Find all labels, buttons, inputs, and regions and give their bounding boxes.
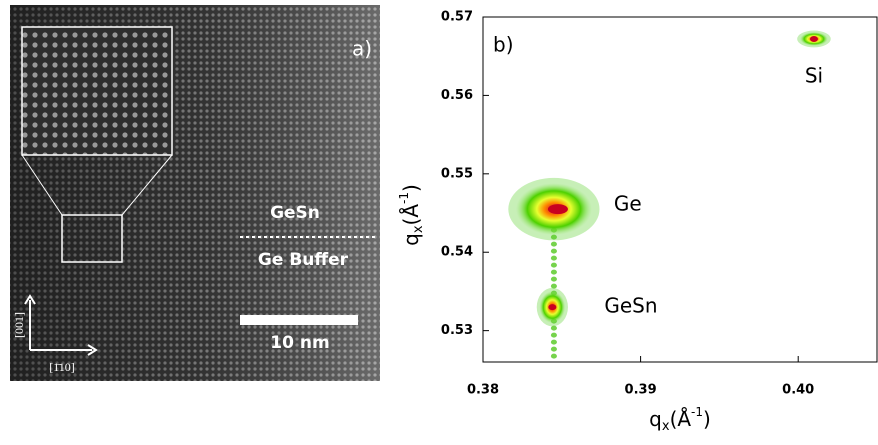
x-tick-label: 0.40 xyxy=(782,383,814,398)
rsm-plot: Si Ge GeSn xyxy=(482,16,878,363)
spot-core xyxy=(548,304,557,311)
inset xyxy=(21,26,173,156)
streak xyxy=(550,255,557,261)
label-part: x xyxy=(662,419,670,434)
streak xyxy=(550,234,557,240)
spot-core xyxy=(809,35,818,42)
zoom-box xyxy=(61,214,123,263)
peak-label: Ge xyxy=(614,192,642,216)
x-axis-title: qx(Å-1) xyxy=(649,405,711,434)
scale-label: 10 nm xyxy=(270,333,329,353)
zoom-line xyxy=(21,154,63,216)
axis-label: [001] xyxy=(12,312,26,338)
streak xyxy=(550,269,557,275)
axis-label: [1̄10] xyxy=(49,360,75,374)
label-part: -1 xyxy=(691,405,703,419)
x-tick-label: 0.39 xyxy=(625,383,657,398)
label-part: q xyxy=(649,407,662,431)
y-tick-label: 0.56 xyxy=(441,88,473,103)
tem-panel: a) GeSn Ge Buffer 10 nm [001] [1̄10] xyxy=(10,5,380,381)
y-tick-label: 0.55 xyxy=(441,166,473,181)
y-axis-title: qx(Å-1) xyxy=(397,184,426,246)
label-part: x xyxy=(411,225,426,233)
label-part: ) xyxy=(399,184,423,192)
y-tick-label: 0.53 xyxy=(441,323,473,338)
panel-label: a) xyxy=(352,37,372,61)
label-part: (Å xyxy=(670,407,692,431)
streak xyxy=(550,276,557,282)
label-part: (Å xyxy=(399,204,423,226)
x-tick-label: 0.38 xyxy=(467,383,499,398)
y-tick-label: 0.57 xyxy=(441,10,473,25)
spot-core xyxy=(547,204,568,215)
panel-label: b) xyxy=(493,33,514,57)
streak xyxy=(550,241,557,247)
streak xyxy=(550,332,557,338)
streak xyxy=(550,248,557,254)
layer-label: Ge Buffer xyxy=(258,250,349,270)
arrow-heads xyxy=(24,294,98,356)
layer-label: GeSn xyxy=(270,203,320,223)
zoom-line xyxy=(121,154,173,216)
streak xyxy=(550,262,557,268)
axes-arrows xyxy=(29,300,92,351)
streak xyxy=(550,346,557,352)
label-part: ) xyxy=(703,407,711,431)
streak xyxy=(550,353,557,359)
label-part: -1 xyxy=(397,192,411,204)
scale-bar xyxy=(240,315,358,325)
label-part: q xyxy=(399,233,423,246)
peak-label: Si xyxy=(805,63,823,87)
y-tick-label: 0.54 xyxy=(441,245,473,260)
peak-label: GeSn xyxy=(604,294,657,318)
streak xyxy=(550,339,557,345)
streak xyxy=(550,325,557,331)
streak xyxy=(550,283,557,289)
